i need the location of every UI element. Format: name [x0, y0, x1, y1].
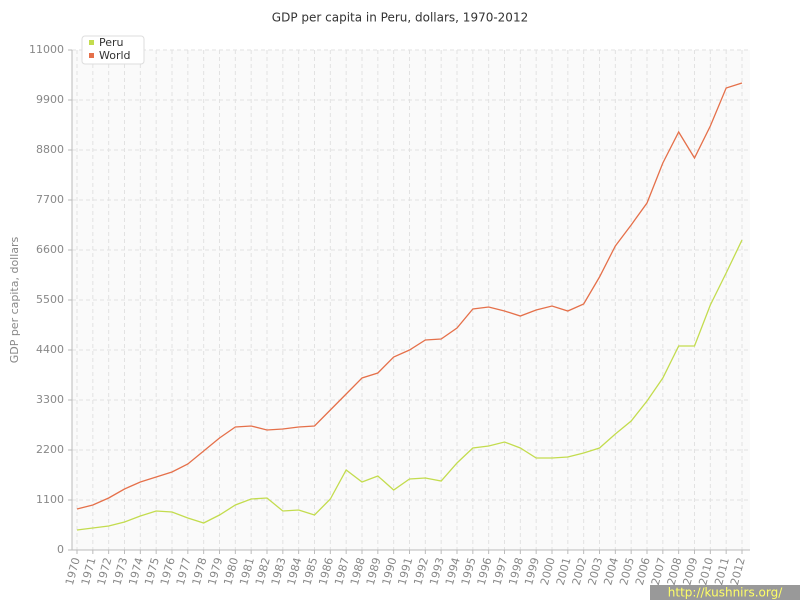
legend-swatch — [89, 40, 94, 45]
y-tick-label: 6600 — [36, 243, 64, 256]
legend-label: World — [99, 49, 131, 62]
y-tick-label: 2200 — [36, 443, 64, 456]
legend-swatch — [89, 53, 94, 58]
watermark: http://kushnirs.org/ — [668, 586, 783, 600]
series-line — [76, 239, 743, 531]
y-tick-label: 3300 — [36, 393, 64, 406]
legend-label: Peru — [99, 36, 124, 49]
y-tick-label: 8800 — [36, 143, 64, 156]
series-line — [76, 82, 743, 510]
y-axis-label: GDP per capita, dollars — [8, 236, 21, 363]
y-tick-label: 7700 — [36, 193, 64, 206]
y-tick-label: 4400 — [36, 343, 64, 356]
y-tick-label: 11000 — [29, 43, 64, 56]
y-tick-label: 1100 — [36, 493, 64, 506]
y-tick-label: 9900 — [36, 93, 64, 106]
legend-box — [81, 35, 145, 65]
watermark-box — [650, 585, 800, 600]
y-tick-label: 0 — [57, 543, 64, 556]
y-tick-label: 5500 — [36, 293, 64, 306]
chart-title: GDP per capita in Peru, dollars, 1970-20… — [272, 11, 528, 25]
